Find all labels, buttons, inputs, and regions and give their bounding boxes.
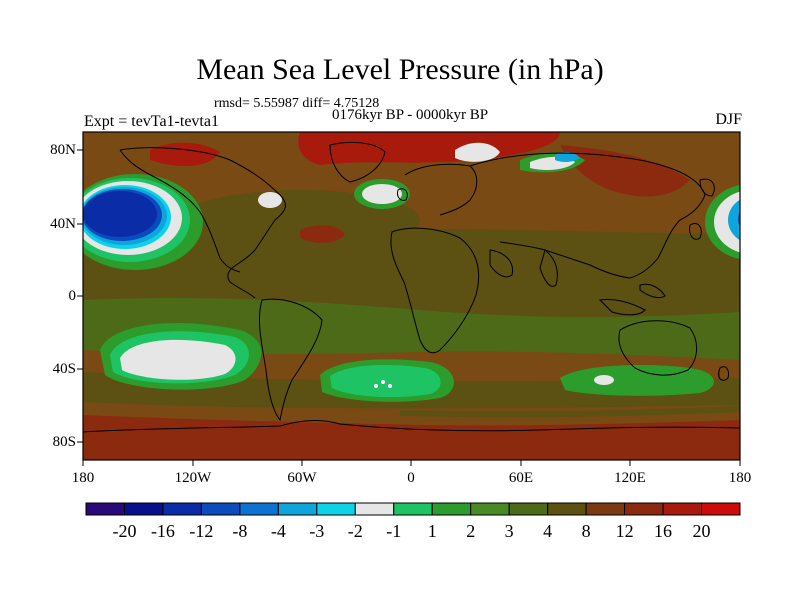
colorbar-swatch xyxy=(624,502,664,516)
lon-label-180w: 180 xyxy=(71,470,95,486)
colorbar-swatch xyxy=(585,502,626,516)
colorbar-label: 2 xyxy=(466,521,476,541)
lat-label-80n: 80N xyxy=(50,142,76,158)
colorbar xyxy=(85,502,741,516)
colorbar-label: -1 xyxy=(386,521,402,541)
colorbar-label: 1 xyxy=(427,521,437,541)
colorbar-swatch xyxy=(354,502,395,516)
colorbar-swatch xyxy=(316,502,356,516)
colorbar-label: -8 xyxy=(232,521,248,541)
colorbar-swatch xyxy=(547,502,587,516)
season-label: DJF xyxy=(715,111,742,128)
plot-title: Mean Sea Level Pressure (in hPa) xyxy=(196,53,604,86)
colorbar-label: 12 xyxy=(615,521,634,541)
colorbar-swatch xyxy=(470,502,510,516)
colorbar-label: -4 xyxy=(270,521,286,541)
lat-label-40s: 40S xyxy=(52,361,76,377)
lon-label-60w: 60W xyxy=(287,470,317,486)
colorbar-swatch xyxy=(277,502,318,516)
colorbar-label: -20 xyxy=(112,521,137,541)
colorbar-swatch xyxy=(701,502,741,516)
colorbar-swatch xyxy=(239,502,279,516)
lon-label-120e: 120E xyxy=(614,470,646,486)
lon-ticks xyxy=(82,460,741,466)
colorbar-swatch xyxy=(431,502,472,516)
pressure-field xyxy=(83,132,740,460)
colorbar-swatch xyxy=(123,502,164,516)
lat-label-80s: 80S xyxy=(52,434,76,450)
colorbar-label: 3 xyxy=(504,521,514,541)
colorbar-label: 20 xyxy=(692,521,711,541)
lat-label-0: 0 xyxy=(68,288,77,304)
lon-label-120w: 120W xyxy=(174,470,212,486)
coastlines xyxy=(83,141,740,433)
experiment-label: Expt = tevTa1-tevta1 xyxy=(84,113,219,130)
colorbar-swatch xyxy=(393,502,433,516)
colorbar-swatch xyxy=(508,502,549,516)
colorbar-swatch xyxy=(200,502,241,516)
lat-label-40n: 40N xyxy=(50,216,76,232)
plot-subtitle: 0176kyr BP - 0000kyr BP xyxy=(331,107,489,123)
lon-label-60e: 60E xyxy=(508,470,534,486)
lon-label-0: 0 xyxy=(407,470,415,486)
colorbar-label: -16 xyxy=(150,521,175,541)
colorbar-label: -3 xyxy=(309,521,325,541)
colorbar-label: -12 xyxy=(189,521,214,541)
lon-label-180e: 180 xyxy=(728,470,752,486)
stats-text: rmsd= 5.55987 diff= 4.75128 xyxy=(214,96,380,111)
colorbar-label: 8 xyxy=(581,521,591,541)
colorbar-swatch xyxy=(162,502,202,516)
colorbar-label: -2 xyxy=(347,521,363,541)
lat-ticks xyxy=(77,149,83,443)
colorbar-label: 4 xyxy=(543,521,553,541)
colorbar-swatch xyxy=(662,502,703,516)
colorbar-label: 16 xyxy=(654,521,673,541)
colorbar-swatch xyxy=(85,502,125,516)
